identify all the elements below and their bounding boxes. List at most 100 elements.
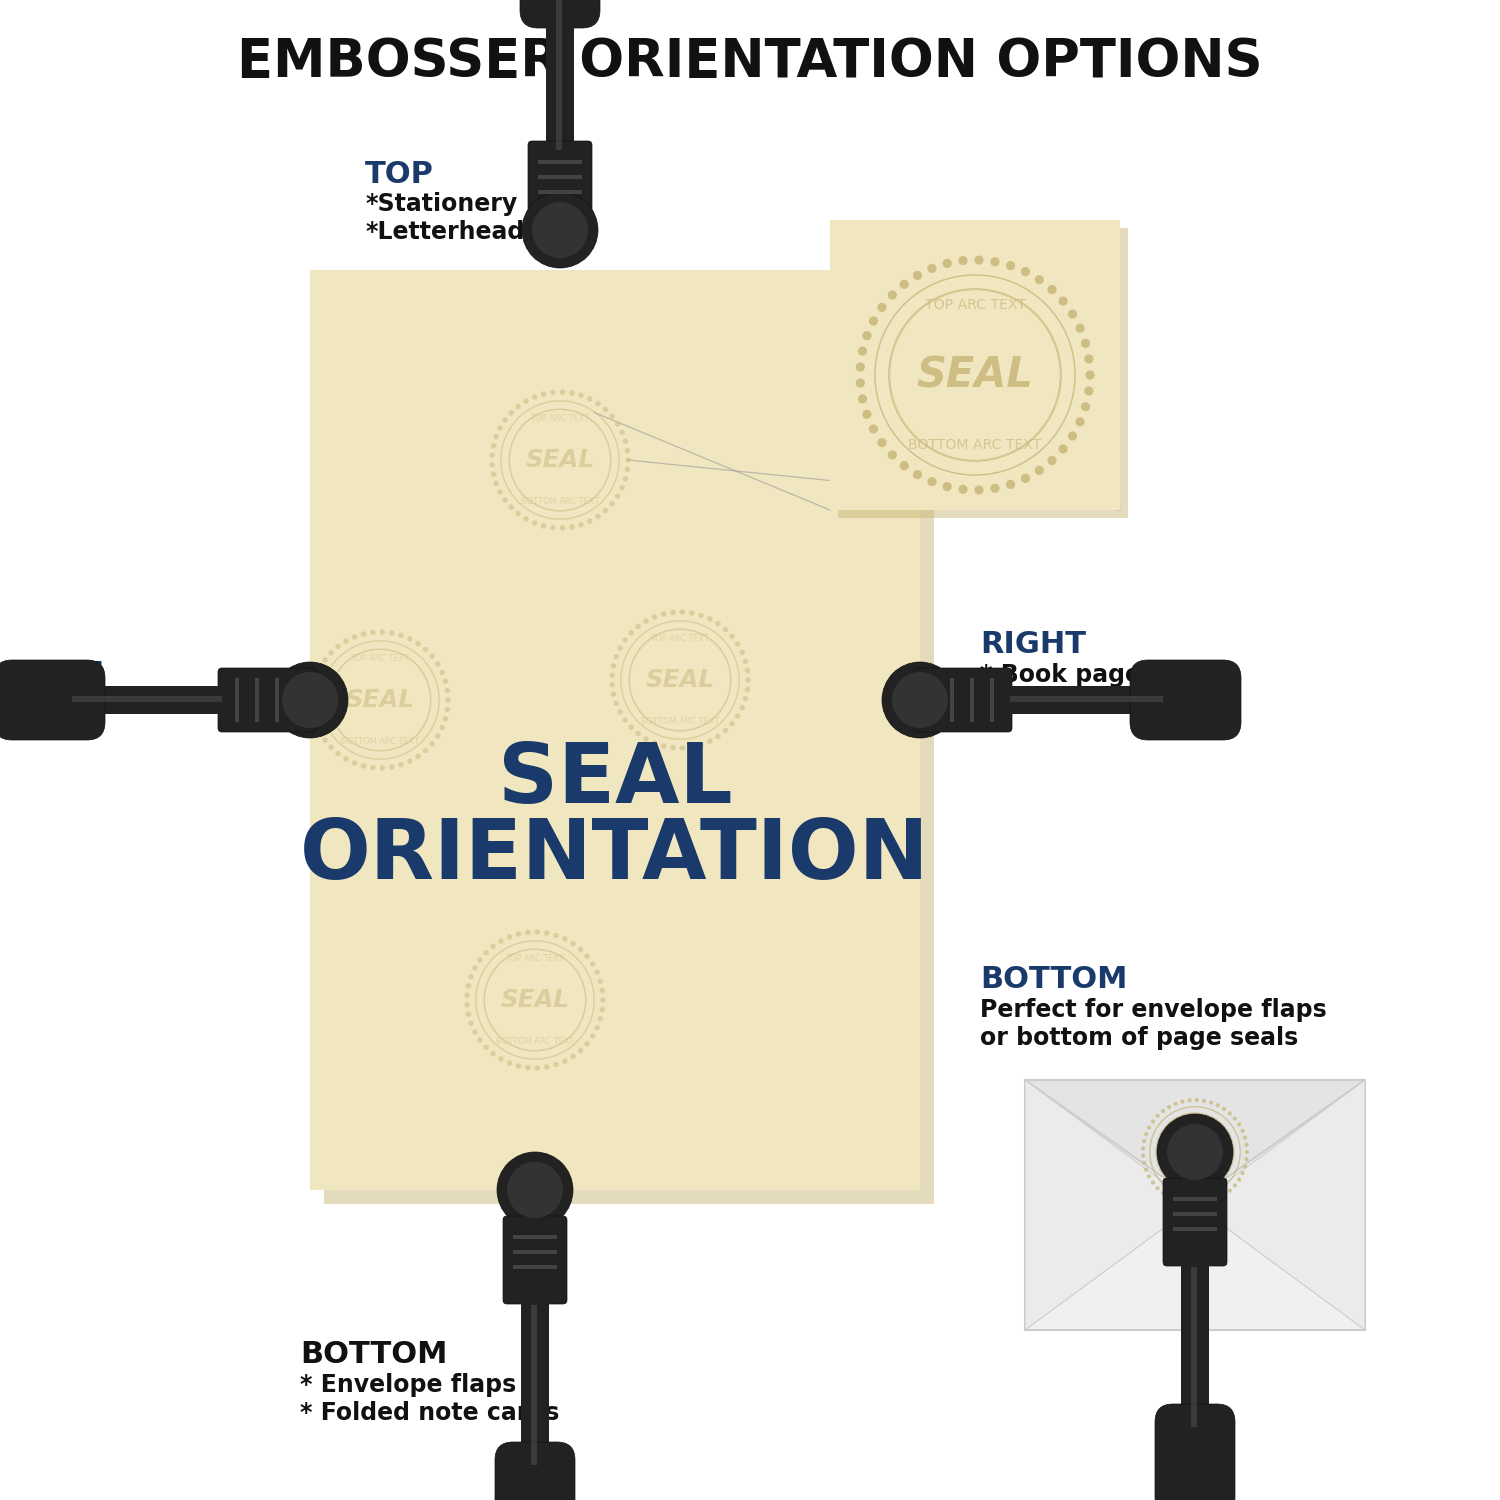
Circle shape [1035,274,1044,285]
Circle shape [1209,1101,1214,1104]
Circle shape [542,524,546,528]
Circle shape [1227,1112,1232,1116]
Circle shape [975,255,984,264]
Polygon shape [1024,1080,1365,1200]
Circle shape [630,630,730,730]
Bar [538,190,582,194]
FancyBboxPatch shape [0,660,105,740]
Circle shape [544,930,549,936]
Circle shape [622,638,627,644]
Circle shape [1150,1180,1155,1185]
Circle shape [892,672,948,728]
Circle shape [1233,1184,1238,1188]
Circle shape [1086,370,1095,380]
Text: LEFT: LEFT [20,660,102,688]
Circle shape [442,678,448,684]
Circle shape [322,736,327,742]
Circle shape [423,748,427,753]
Text: * Folded note cards: * Folded note cards [300,1401,560,1425]
Circle shape [484,950,585,1050]
Text: Perfect for envelope flaps: Perfect for envelope flaps [980,998,1326,1022]
Circle shape [344,639,348,644]
Circle shape [550,525,555,531]
Circle shape [525,1065,531,1071]
Circle shape [942,260,952,268]
Circle shape [1082,339,1090,348]
Bar [970,678,974,722]
Circle shape [490,471,496,477]
Circle shape [590,1034,596,1040]
Bar [538,176,582,178]
Circle shape [578,1048,584,1053]
Circle shape [524,516,528,522]
Circle shape [614,700,620,706]
Bar [1173,1212,1216,1216]
Circle shape [477,1036,483,1042]
Text: *Stationery: *Stationery [364,192,518,216]
Circle shape [380,630,386,634]
Circle shape [1155,1114,1160,1118]
Text: BOTTOM ARC TEXT: BOTTOM ARC TEXT [496,1036,574,1046]
Bar [255,678,260,722]
Circle shape [615,422,621,426]
Circle shape [699,612,703,618]
Circle shape [716,734,720,740]
Circle shape [1173,1198,1178,1203]
Circle shape [868,316,877,326]
Circle shape [1022,474,1031,483]
Circle shape [888,291,897,300]
Circle shape [990,256,999,267]
Circle shape [628,724,634,730]
Circle shape [729,633,735,639]
Circle shape [322,657,327,663]
Circle shape [328,650,334,656]
Ellipse shape [1173,1430,1216,1485]
Circle shape [1047,456,1056,465]
Circle shape [890,290,1060,460]
Circle shape [490,1052,496,1056]
Circle shape [662,612,666,616]
Circle shape [562,936,567,942]
Bar [1173,1227,1216,1232]
Bar [830,220,1120,510]
Circle shape [716,621,720,627]
Bar [513,1234,556,1239]
Circle shape [597,1016,603,1022]
Circle shape [616,645,622,651]
Text: SEAL: SEAL [525,448,594,472]
Circle shape [494,433,500,439]
Circle shape [1059,297,1068,306]
Bar [990,678,994,722]
Circle shape [442,716,448,722]
FancyBboxPatch shape [520,0,600,28]
Circle shape [610,663,616,669]
Bar [1010,696,1166,702]
Bar [513,1264,556,1269]
Circle shape [1076,324,1084,333]
Circle shape [429,654,435,658]
Bar [839,228,1128,518]
Circle shape [1202,1098,1206,1102]
Circle shape [742,696,748,702]
Circle shape [868,424,877,433]
Text: TOP ARC TEXT: TOP ARC TEXT [1173,1118,1218,1124]
Bar [1008,686,1173,714]
Circle shape [309,693,315,698]
Circle shape [544,1064,549,1070]
Circle shape [622,438,628,444]
Circle shape [423,646,427,652]
Circle shape [309,702,315,708]
Circle shape [1238,1178,1240,1182]
Circle shape [489,453,495,458]
Circle shape [328,744,334,750]
Circle shape [550,390,555,394]
Circle shape [554,1062,558,1068]
Circle shape [483,1044,489,1050]
Circle shape [1148,1125,1150,1130]
Circle shape [742,658,748,664]
Circle shape [525,930,531,934]
Circle shape [440,669,446,675]
Circle shape [503,417,507,423]
Circle shape [524,399,528,404]
Circle shape [466,1011,471,1017]
